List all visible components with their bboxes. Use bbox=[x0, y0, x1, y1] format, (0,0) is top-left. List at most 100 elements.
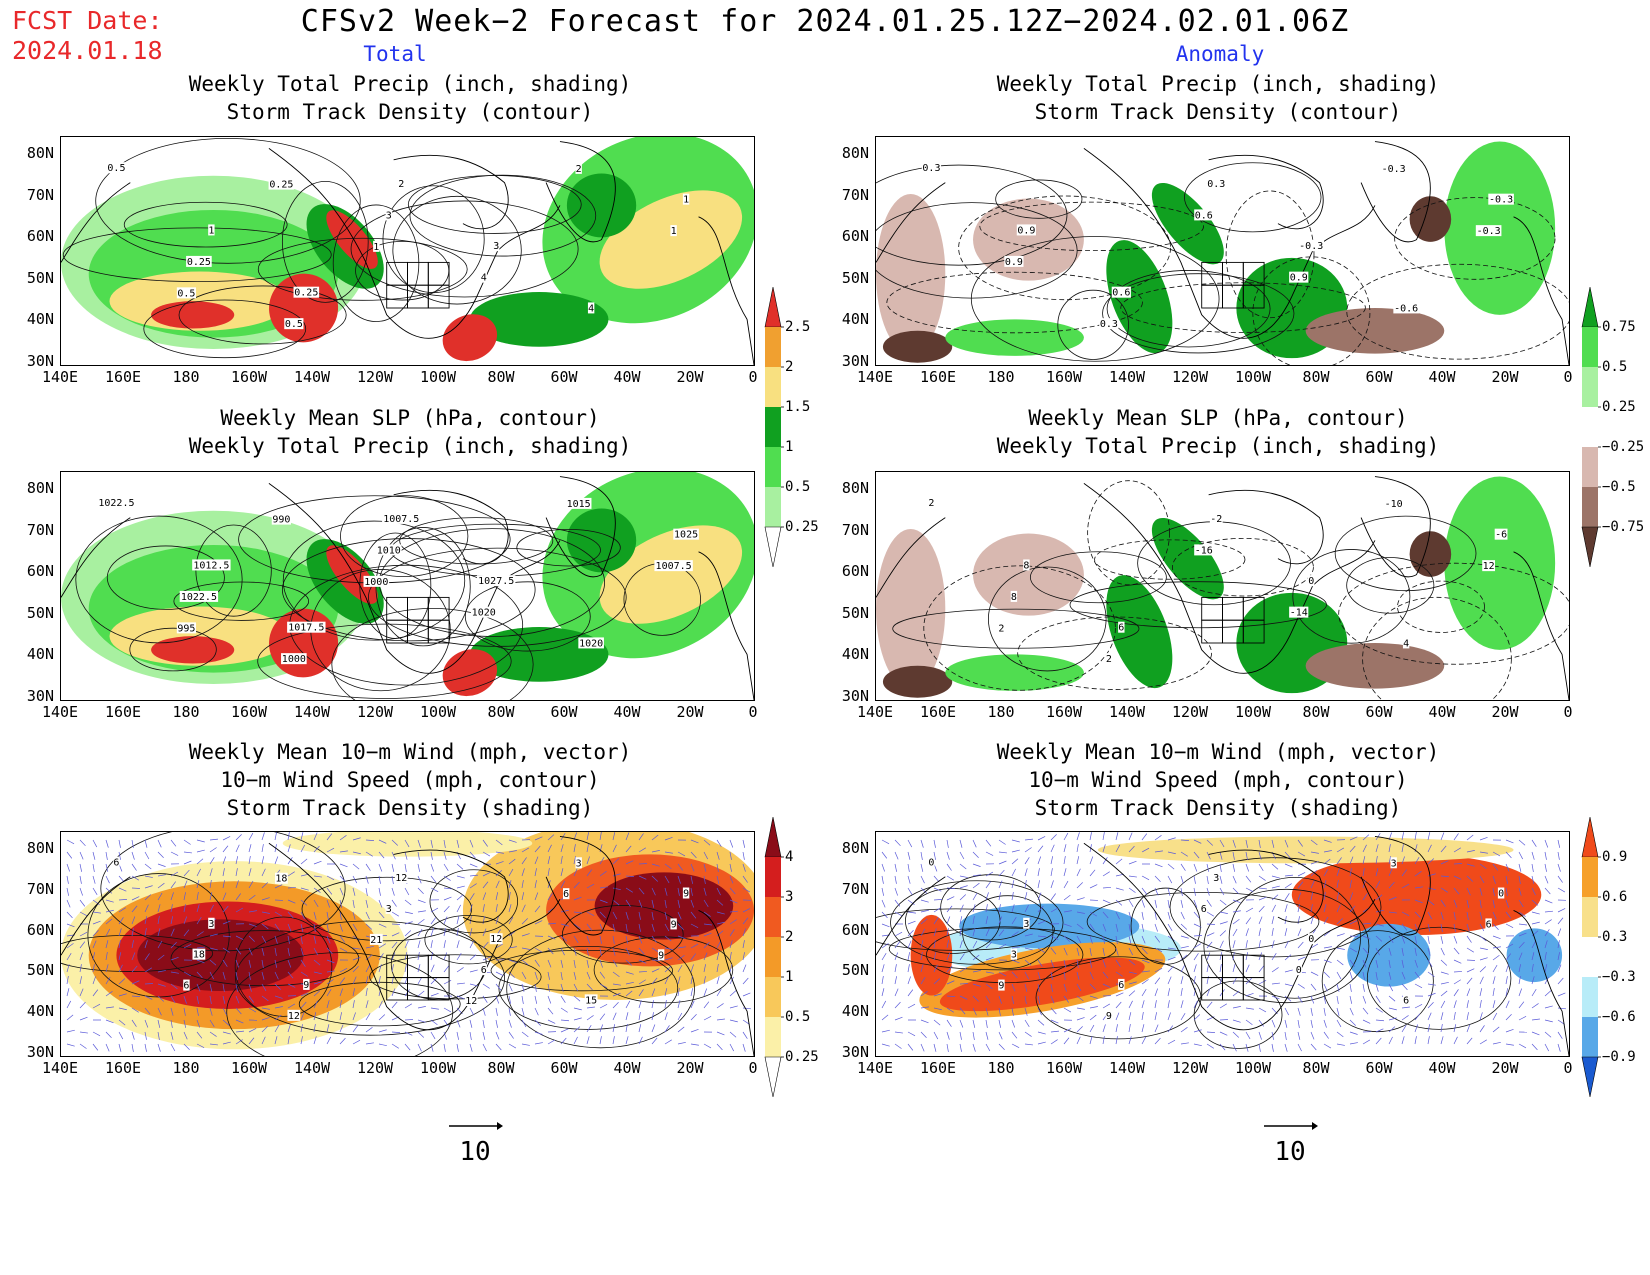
panel-title-mid-right: Weekly Mean SLP (hPa, contour) Weekly Tot… bbox=[996, 406, 1440, 458]
contour-label-bg bbox=[1105, 1009, 1113, 1021]
map-canvas: 6 3 9 12 12 15 9 18 12 3 6 3 9 6 18 21 12 6 9 bbox=[61, 832, 754, 1056]
contour-label-bg bbox=[657, 949, 665, 961]
contour-label-bg bbox=[670, 225, 677, 237]
colorbar-segment bbox=[765, 857, 781, 897]
contour-label: -0.3 bbox=[1489, 195, 1513, 206]
contour-label-bg bbox=[480, 271, 487, 283]
colorbar-tick-label: 0.6 bbox=[1602, 889, 1627, 905]
contour-label-bg bbox=[1488, 193, 1514, 205]
lon-tick-label: 160W bbox=[230, 368, 268, 386]
contour-label: 12 bbox=[1483, 561, 1495, 572]
lat-tick-label: 80N bbox=[841, 479, 869, 497]
lon-tick-label: 140W bbox=[1108, 368, 1146, 386]
lon-tick-label: 120W bbox=[356, 703, 394, 721]
panel-title-top-left: Weekly Total Precip (inch, shading) Storm… bbox=[188, 72, 632, 124]
storm-anom-pos bbox=[939, 957, 1145, 1012]
colorbar-tick-label: 0.25 bbox=[785, 1049, 819, 1065]
contour-label: 18 bbox=[275, 874, 287, 885]
lon-tick-label: 140E bbox=[41, 1059, 79, 1077]
contour-label: 12 bbox=[395, 873, 407, 884]
lon-tick-label: 160E bbox=[919, 1059, 957, 1077]
lon-tick-label: 120W bbox=[356, 1059, 394, 1077]
colorbar-tick-label: 0.5 bbox=[1602, 359, 1627, 375]
contour-label-bg bbox=[179, 590, 219, 602]
contour-label-bg bbox=[375, 544, 402, 556]
lon-tick-label: 60W bbox=[550, 368, 578, 386]
colorbar-tick-label: −0.3 bbox=[1602, 969, 1636, 985]
contour-label-bg bbox=[1118, 978, 1125, 990]
contour-label-bg bbox=[998, 622, 1005, 634]
colorbar-segment bbox=[764, 1056, 782, 1098]
contour-label: 3 bbox=[1213, 873, 1219, 884]
precip-deficit-greenland bbox=[1409, 531, 1452, 577]
reference-vector-left: 10 bbox=[445, 1118, 505, 1167]
contour-label-bg bbox=[287, 621, 326, 633]
colorbar-tick-label: 0.75 bbox=[1602, 319, 1636, 335]
colorbar-segment bbox=[1581, 816, 1599, 858]
lon-tick-label: 40W bbox=[1428, 703, 1456, 721]
precip-deficit-atlantic bbox=[1305, 643, 1445, 689]
lon-tick-label: 140W bbox=[293, 1059, 331, 1077]
lat-tick-label: 40N bbox=[26, 645, 54, 664]
precip-gulf-shading bbox=[469, 627, 609, 682]
lon-tick-label: 140W bbox=[1108, 1059, 1146, 1077]
contour-label: 15 bbox=[585, 995, 597, 1006]
coastlines bbox=[876, 476, 1569, 700]
lon-tick-label: 0 bbox=[1563, 703, 1573, 721]
contour-label: -0.3 bbox=[1299, 241, 1323, 252]
colorbar-segment bbox=[1581, 286, 1599, 328]
contour-label-bg bbox=[1308, 575, 1315, 587]
contour-label: 9 bbox=[658, 950, 664, 961]
contour-label: 9 bbox=[1106, 1011, 1112, 1022]
colorbar-segment bbox=[1582, 367, 1598, 407]
contour-label: 3 bbox=[386, 210, 392, 221]
lon-tick-label: 140E bbox=[856, 368, 894, 386]
lat-tick-label: 80N bbox=[841, 839, 869, 857]
contour-label: 1015 bbox=[567, 499, 591, 510]
lat-tick-label: 70N bbox=[841, 185, 869, 204]
lon-tick-label: 80W bbox=[1302, 368, 1330, 386]
contour-label: 0 bbox=[1308, 576, 1314, 587]
lon-tick-label: 120W bbox=[356, 368, 394, 386]
contour-label: 6 bbox=[1118, 980, 1124, 991]
precip-greenland-shading bbox=[566, 508, 637, 573]
colorbar-segment bbox=[764, 816, 782, 858]
contour-label-bg bbox=[587, 302, 595, 314]
contour-label: 995 bbox=[177, 623, 195, 634]
precip-surplus-core bbox=[1151, 182, 1224, 265]
contour-label-bg bbox=[1118, 621, 1125, 633]
contour-label: -0.3 bbox=[1382, 164, 1406, 175]
colorbar-tick-label: 0.5 bbox=[785, 479, 810, 495]
contour-label: 18 bbox=[193, 950, 205, 961]
reference-vector-label: 10 bbox=[459, 1137, 491, 1167]
colorbar-segment bbox=[1582, 977, 1598, 1017]
lon-tick-label: 100W bbox=[1234, 368, 1272, 386]
contour-label: 4 bbox=[481, 273, 487, 284]
contour-label: 6 bbox=[1201, 904, 1207, 915]
contour-label-bg bbox=[1023, 559, 1030, 571]
contour-label-bg bbox=[1289, 271, 1309, 283]
colorbar-segment bbox=[1582, 327, 1598, 367]
reference-vector-right: 10 bbox=[1260, 1118, 1320, 1167]
storm-track-max bbox=[137, 919, 304, 992]
colorbar-graphic: 2.5 2 1.5 1 0.5 0.25 bbox=[764, 286, 819, 568]
contour-label: 9 bbox=[683, 889, 689, 900]
contour-label-bg bbox=[998, 979, 1005, 991]
contour-label-bg bbox=[1194, 209, 1214, 221]
contour-label-bg bbox=[1295, 964, 1302, 976]
colorbar-precip-anom: 0.75 0.5 0.25 −0.25 −0.5 −0.75 bbox=[1580, 275, 1650, 583]
contour-label: -14 bbox=[1290, 608, 1308, 619]
colorbar-segment bbox=[1582, 407, 1598, 447]
lon-tick-label: 80W bbox=[1302, 1059, 1330, 1077]
colorbar-segment bbox=[765, 897, 781, 937]
contour-lines bbox=[61, 832, 734, 1056]
contour-label-bg bbox=[1393, 302, 1419, 314]
lat-tick-label: 30N bbox=[841, 352, 869, 370]
contour-label-bg bbox=[293, 286, 320, 298]
storm-track-atlantic-max bbox=[594, 872, 734, 940]
lat-tick-label: 60N bbox=[26, 920, 54, 939]
contour-label-bg bbox=[670, 918, 677, 930]
contour-label-bg bbox=[1485, 918, 1492, 930]
contour-label: 0.9 bbox=[1290, 273, 1308, 284]
contour-label-bg bbox=[1194, 544, 1214, 556]
